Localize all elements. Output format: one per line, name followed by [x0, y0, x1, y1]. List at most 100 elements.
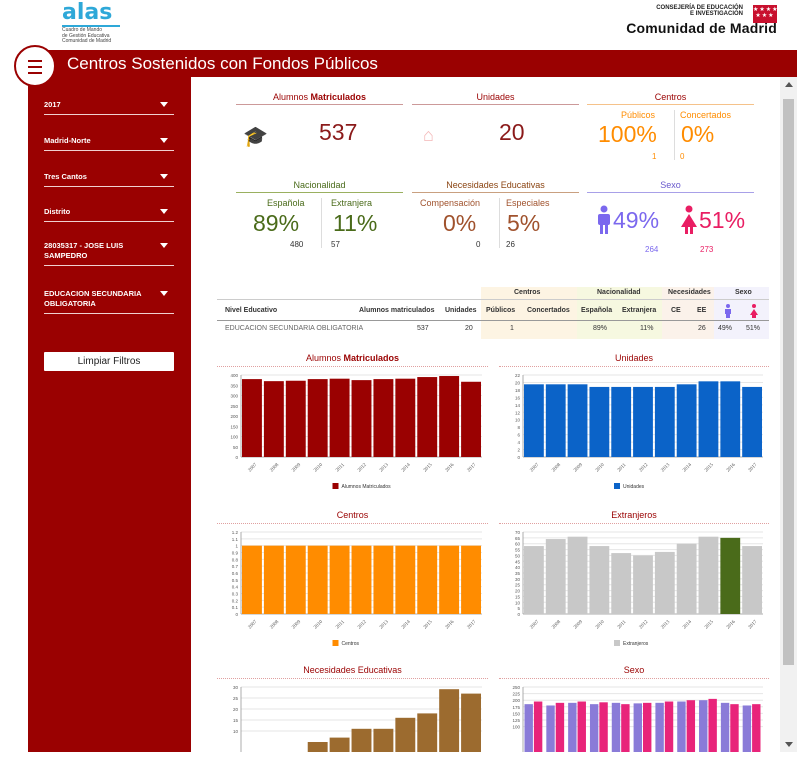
bar — [699, 700, 708, 752]
bar — [545, 384, 566, 457]
table-header-extranjera[interactable]: Extranjera — [622, 307, 657, 314]
page-title: Centros Sostenidos con Fondos Públicos — [67, 54, 378, 73]
legend-label: Alumnos Matriculados — [342, 484, 392, 490]
scroll-up-icon[interactable] — [785, 82, 793, 87]
table-cell-unidades: 20 — [465, 325, 473, 332]
legend-label: Unidades — [623, 484, 645, 490]
table-cell-espanola: 89% — [593, 325, 608, 332]
y-tick-label: 6 — [517, 433, 520, 438]
x-tick-label: 2017 — [467, 619, 478, 630]
x-tick-label: 2013 — [661, 619, 672, 630]
kpi-centros-title: Centros — [587, 92, 754, 105]
x-tick-label: 2015 — [704, 462, 715, 473]
y-tick-label: 20 — [515, 380, 521, 385]
alas-logo-underline — [62, 25, 120, 27]
y-tick-label: 10 — [233, 729, 239, 734]
table-header-unidades[interactable]: Unidades — [445, 307, 477, 314]
vertical-scrollbar[interactable] — [780, 77, 797, 752]
bar — [307, 742, 328, 752]
bar — [555, 702, 565, 752]
table-header-nivel[interactable]: Nivel Educativo — [225, 307, 278, 314]
filter-sidebar: 2017 Madrid-Norte Tres Cantos Distrito 2… — [28, 77, 191, 752]
table-header-concertados[interactable]: Concertados — [527, 307, 570, 314]
table-header-alumnos[interactable]: Alumnos matriculados — [359, 307, 435, 314]
x-tick-label: 2016 — [445, 619, 456, 630]
kpi-publicos-label: Públicos — [621, 110, 656, 120]
y-tick-label: 12 — [515, 410, 521, 415]
y-tick-label: 150 — [230, 424, 238, 429]
male-icon — [598, 205, 610, 234]
bar — [568, 702, 577, 752]
bar — [546, 705, 555, 752]
kpi-title-text: Alumnos — [272, 92, 311, 102]
scroll-down-icon[interactable] — [785, 742, 793, 747]
bar — [395, 378, 416, 457]
bar — [461, 545, 481, 614]
alas-logo[interactable]: alas Cuadro de Mando de Gestión Educativ… — [62, 2, 122, 45]
bar — [285, 545, 306, 614]
x-tick-label: 2010 — [313, 619, 324, 630]
hamburger-menu-button[interactable] — [14, 45, 56, 87]
chart-centros-title: Centros — [217, 510, 488, 524]
bar — [524, 704, 533, 752]
alas-logo-subtitle: Cuadro de Mando de Gestión Educativa Com… — [62, 27, 112, 44]
bar — [720, 381, 741, 457]
filter-year-select[interactable]: 2017 — [44, 100, 174, 115]
bar — [533, 701, 543, 752]
x-tick-label: 2009 — [573, 619, 584, 630]
table-sexo-bg — [714, 287, 769, 339]
y-tick-label: 10 — [515, 418, 521, 423]
male-icon[interactable] — [724, 304, 732, 318]
kpi-female-value: 51% — [699, 207, 746, 233]
x-tick-label: 2010 — [595, 619, 606, 630]
bar — [730, 704, 739, 752]
y-tick-label: 65 — [515, 536, 521, 541]
female-icon[interactable] — [750, 304, 758, 318]
scrollbar-thumb[interactable] — [783, 99, 794, 665]
chart-centros: 0 0.1 0.20.3 0.4 0.5 0.6 0.7 0.80.9 1 1.1 1.2 2007 2… — [232, 530, 482, 647]
bar — [676, 384, 697, 457]
table-header-espanola[interactable]: Española — [581, 307, 613, 314]
bar — [654, 551, 675, 614]
table-header-publicos[interactable]: Públicos — [486, 307, 516, 314]
y-tick-label: 10 — [515, 600, 521, 605]
kpi-especiales-count: 26 — [506, 240, 515, 249]
x-tick-label: 2011 — [617, 619, 628, 630]
y-tick-label: 20 — [233, 707, 239, 712]
table-header-ce[interactable]: CE — [671, 307, 681, 314]
kpi-title-bold: Matriculados — [310, 92, 367, 102]
filter-nivel-select[interactable]: EDUCACION SECUNDARIA OBLIGATORIA — [44, 289, 174, 314]
y-tick-label: 16 — [515, 395, 521, 400]
y-tick-label: 0.5 — [232, 578, 239, 583]
bar — [611, 386, 632, 457]
madrid-flag-icon: ★★★★ ★★★ — [753, 5, 778, 23]
table-cell-alumnos: 537 — [417, 325, 429, 332]
kpi-male-count: 264 — [645, 245, 659, 254]
bar — [742, 546, 762, 614]
chart-necesidades: 10 15 20 25 30 — [233, 685, 482, 752]
bar — [633, 555, 653, 614]
filter-label: 2017 — [44, 100, 61, 109]
filter-municipio-select[interactable]: Tres Cantos — [44, 172, 174, 187]
menu-icon-line — [28, 72, 42, 74]
bar — [373, 379, 394, 457]
filter-distrito-select[interactable]: Distrito — [44, 207, 174, 222]
menu-icon-line — [28, 60, 42, 62]
clear-filters-button[interactable]: Limpiar Filtros — [44, 352, 174, 371]
chevron-down-icon — [160, 243, 168, 248]
bar — [567, 536, 588, 614]
chevron-down-icon — [160, 209, 168, 214]
bar — [329, 545, 350, 614]
filter-centro-select[interactable]: 28035317 - JOSE LUIS SAMPEDRO — [44, 241, 174, 266]
chart-sexo-panel: Sexo 100 125 150 175 200 225 250 — [499, 665, 769, 752]
y-tick-label: 1 — [235, 544, 238, 549]
filter-dat-select[interactable]: Madrid-Norte — [44, 136, 174, 151]
legend-label: Extranjeros — [623, 641, 649, 647]
table-header-ee[interactable]: EE — [697, 307, 707, 314]
bar — [242, 379, 262, 457]
house-icon: ⌂ — [423, 125, 434, 145]
kpi-publicos-count: 1 — [652, 152, 657, 161]
y-tick-label: 0.3 — [232, 592, 239, 597]
bar — [676, 543, 697, 614]
